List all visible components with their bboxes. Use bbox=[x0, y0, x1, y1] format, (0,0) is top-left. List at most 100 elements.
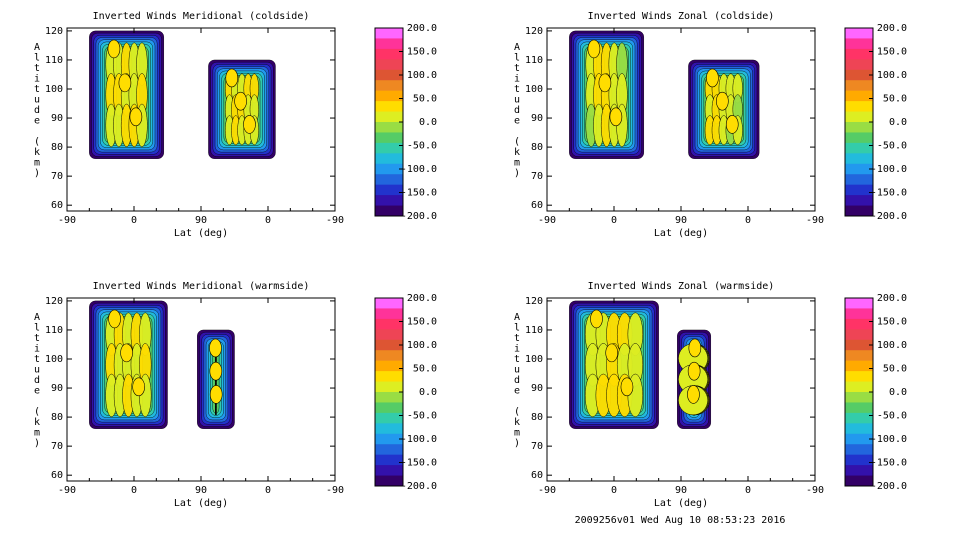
colorbar-swatch bbox=[375, 132, 403, 144]
y-axis-label-char: m bbox=[514, 158, 520, 169]
panel-1: Inverted Winds Meridional (coldside) -90 0… bbox=[34, 11, 437, 239]
colorbar-swatch bbox=[845, 59, 873, 71]
y-axis-label-char: e bbox=[514, 386, 520, 397]
contour-blob bbox=[209, 385, 223, 404]
colorbar-tick-label: -50.0 bbox=[877, 411, 907, 422]
colorbar-swatch bbox=[845, 475, 873, 487]
y-axis-label-char: l bbox=[514, 53, 520, 64]
colorbar-swatch bbox=[845, 360, 873, 372]
colorbar: 200.0 150.0 100.0 50.0 0.0 -50.0 -100.0 -150.0 -… bbox=[374, 293, 437, 492]
y-tick-label: 120 bbox=[525, 296, 543, 307]
x-tick-label: 0 bbox=[131, 485, 137, 496]
contour-blob bbox=[120, 343, 133, 363]
x-tick-label: -90 bbox=[806, 215, 824, 226]
colorbar-swatch bbox=[845, 350, 873, 362]
y-axis-label-char: d bbox=[514, 105, 520, 116]
footer-timestamp: 2009256v01 Wed Aug 10 08:53:23 2016 bbox=[575, 515, 786, 526]
contour-blob bbox=[688, 338, 702, 358]
contour-blob bbox=[598, 73, 612, 93]
colorbar-swatch bbox=[845, 174, 873, 186]
colorbar-tick-label: 100.0 bbox=[407, 70, 437, 81]
contour-blob bbox=[605, 343, 619, 363]
y-axis-label-char: t bbox=[514, 63, 520, 74]
colorbar-swatch bbox=[375, 423, 403, 435]
x-tick-label: 90 bbox=[195, 485, 207, 496]
y-axis-label-char: t bbox=[514, 333, 520, 344]
y-tick-label: 90 bbox=[531, 383, 543, 394]
contour-blob bbox=[716, 91, 729, 111]
contour-blob bbox=[209, 338, 222, 358]
y-tick-label: 80 bbox=[531, 412, 543, 423]
x-tick-label: 0 bbox=[265, 485, 271, 496]
colorbar-swatch bbox=[845, 48, 873, 60]
y-axis-label-char: u bbox=[514, 365, 520, 376]
colorbar: 200.0 150.0 100.0 50.0 0.0 -50.0 -100.0 -150.0 -… bbox=[374, 23, 437, 222]
y-axis-label-char: ( bbox=[514, 407, 520, 418]
y-axis-label-char: u bbox=[34, 365, 40, 376]
contour-blob bbox=[118, 73, 132, 93]
y-tick-label: 60 bbox=[51, 200, 63, 211]
y-axis-label-char: t bbox=[34, 333, 40, 344]
colorbar-swatch bbox=[845, 412, 873, 424]
y-tick-label: 80 bbox=[531, 142, 543, 153]
colorbar-swatch bbox=[845, 402, 873, 414]
y-tick-label: 100 bbox=[525, 354, 543, 365]
colorbar-tick-label: -100.0 bbox=[401, 434, 437, 445]
y-axis-label-char: i bbox=[34, 344, 40, 355]
colorbar-tick-label: 150.0 bbox=[877, 317, 907, 328]
contour-blob bbox=[108, 309, 121, 329]
x-tick-label: 90 bbox=[675, 485, 687, 496]
colorbar-tick-label: -150.0 bbox=[401, 458, 437, 469]
colorbar-swatch bbox=[845, 308, 873, 320]
colorbar-swatch bbox=[375, 28, 403, 39]
panel-4: Inverted Winds Zonal (warmside) -90 0 90 0 -9… bbox=[514, 281, 907, 509]
colorbar-swatch bbox=[375, 360, 403, 372]
y-tick-label: 60 bbox=[531, 470, 543, 481]
y-tick-label: 90 bbox=[51, 383, 63, 394]
colorbar-swatch bbox=[375, 80, 403, 92]
y-axis-label-char: m bbox=[514, 428, 520, 439]
colorbar-tick-label: 200.0 bbox=[877, 293, 907, 304]
y-axis-label-char: l bbox=[34, 323, 40, 334]
panel-2: Inverted Winds Zonal (coldside) -90 0 90 0 -9… bbox=[514, 11, 907, 239]
colorbar-swatch bbox=[845, 69, 873, 81]
x-tick-label: 90 bbox=[675, 215, 687, 226]
y-tick-label: 120 bbox=[45, 26, 63, 37]
contour-blob bbox=[706, 68, 719, 88]
colorbar-swatch bbox=[375, 153, 403, 165]
colorbar-swatch bbox=[845, 423, 873, 435]
colorbar-tick-label: 100.0 bbox=[407, 340, 437, 351]
colorbar-tick-label: 150.0 bbox=[407, 47, 437, 58]
contour-blob bbox=[725, 115, 739, 134]
y-axis-label-char: t bbox=[34, 84, 40, 95]
colorbar: 200.0 150.0 100.0 50.0 0.0 -50.0 -100.0 -150.0 -… bbox=[844, 293, 907, 492]
colorbar-tick-label: -200.0 bbox=[871, 211, 907, 222]
y-axis-label-char: ) bbox=[34, 168, 40, 179]
colorbar: 200.0 150.0 100.0 50.0 0.0 -50.0 -100.0 -150.0 -… bbox=[844, 23, 907, 222]
colorbar-tick-label: -150.0 bbox=[871, 458, 907, 469]
y-tick-label: 120 bbox=[525, 26, 543, 37]
y-tick-label: 80 bbox=[51, 142, 63, 153]
colorbar-tick-label: 0.0 bbox=[419, 117, 437, 128]
contour-field bbox=[569, 300, 711, 429]
y-tick-label: 60 bbox=[51, 470, 63, 481]
colorbar-tick-label: 100.0 bbox=[877, 70, 907, 81]
colorbar-swatch bbox=[375, 329, 403, 341]
y-tick-label: 70 bbox=[51, 441, 63, 452]
colorbar-swatch bbox=[375, 163, 403, 175]
colorbar-swatch bbox=[845, 318, 873, 330]
contour-blob bbox=[107, 39, 121, 59]
y-axis-label-char: d bbox=[514, 375, 520, 386]
colorbar-swatch bbox=[375, 205, 403, 217]
colorbar-tick-label: 200.0 bbox=[877, 23, 907, 34]
colorbar-swatch bbox=[375, 465, 403, 477]
x-tick-label: 0 bbox=[131, 215, 137, 226]
colorbar-swatch bbox=[845, 28, 873, 39]
colorbar-tick-label: -200.0 bbox=[871, 481, 907, 492]
contour-field bbox=[89, 30, 276, 159]
colorbar-tick-label: 200.0 bbox=[407, 293, 437, 304]
y-axis-label-char: A bbox=[514, 42, 520, 53]
colorbar-swatch bbox=[845, 163, 873, 175]
y-axis-label-char: u bbox=[34, 95, 40, 106]
